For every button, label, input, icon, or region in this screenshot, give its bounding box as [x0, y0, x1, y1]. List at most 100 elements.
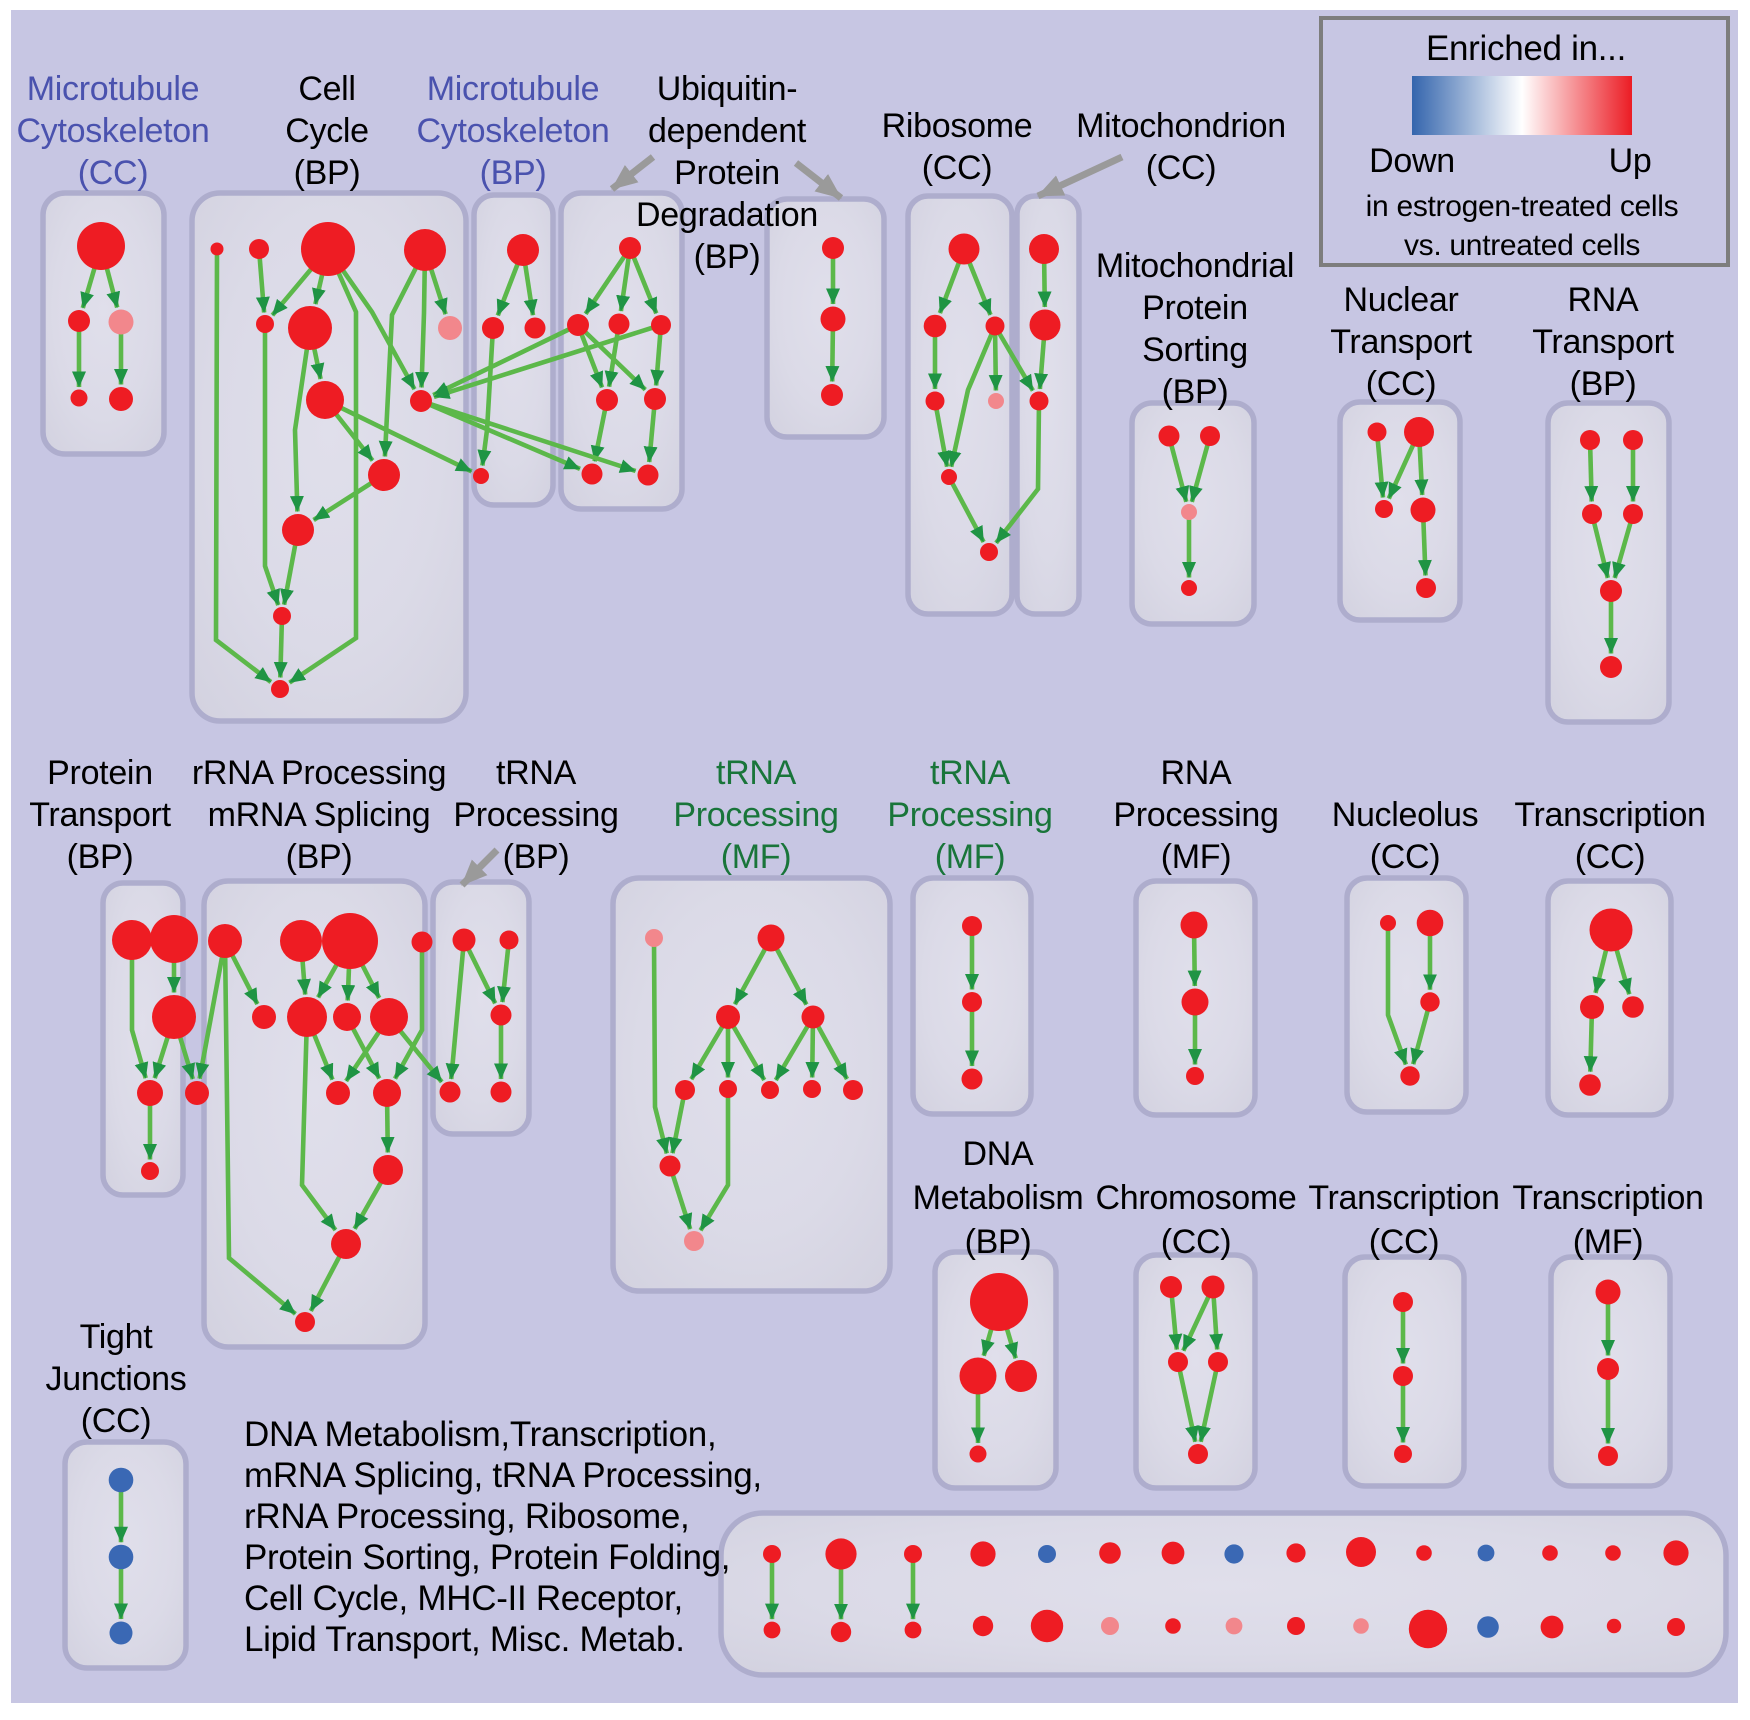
edge-trna_mf_big-r2-pkbot: [698, 1089, 731, 1232]
cluster-label-pt_bp-line3: (BP): [67, 838, 134, 876]
node-rna_t-tr: [1623, 430, 1643, 450]
node-ubiq1-l: [567, 314, 589, 336]
cluster-box-nucleolus: [1344, 875, 1469, 1115]
legend-gradient-bar: [1412, 76, 1632, 135]
node-ribosome-ll: [925, 391, 945, 411]
edge-trna_mf_big-mr-r3: [773, 1015, 815, 1082]
node-ubiq2-bot: [821, 384, 843, 406]
node-dna_met-top: [970, 1273, 1028, 1331]
node-tr_mf-bot: [1598, 1446, 1618, 1466]
cluster-label-tight-line1: Tight: [80, 1318, 154, 1356]
node-pt_bp-f: [141, 1162, 159, 1180]
edge-ubiq1-l-ml: [575, 324, 605, 389]
node-ribosome-l: [923, 314, 947, 338]
cluster-label-cell_cycle-line3: (BP): [294, 154, 361, 192]
node-rrna-tl: [208, 924, 242, 958]
cross-edge-cell_cycle-I-ubiq1-bl: [420, 398, 581, 472]
cluster-label-dna_met-line3: (BP): [965, 1223, 1032, 1261]
legend-box: [1319, 16, 1730, 267]
edge-rrna-mb-low2: [299, 1016, 338, 1232]
node-tr_mf-mid: [1597, 1358, 1619, 1380]
cross-edge-cell_cycle-H-mc_bp-d: [323, 397, 473, 474]
node-cell_cycle-M: [271, 680, 289, 698]
cluster-label-cell_cycle-line1: Cell: [298, 70, 355, 108]
cluster-label-rrna-line1: rRNA Processing: [192, 754, 446, 792]
cluster-label-trna_mf_big-line2: Processing: [673, 796, 838, 834]
edge-ubiq1-l-rl: [576, 323, 647, 392]
node-pt_bp-b: [150, 915, 198, 963]
node-ubiq1-top: [619, 237, 641, 259]
cluster-label-ubiq-line1: Ubiquitin-: [657, 70, 798, 108]
node-mc_cc-b: [68, 310, 90, 332]
node-trna_mf_big-r1: [675, 1080, 695, 1100]
node-trna_bp-lr: [490, 1081, 512, 1103]
node-rrna-lr: [373, 1079, 401, 1107]
cluster-label-trna_mf_big-line3: (MF): [721, 838, 792, 876]
legend-title: Enriched in...: [1426, 29, 1626, 68]
legend-subtitle-1: in estrogen-treated cells: [1366, 190, 1679, 223]
cluster-box-mc_bp: [471, 192, 556, 508]
edge-chromosome-tr-ml: [1181, 1286, 1216, 1352]
node-pt_bp-e: [185, 1081, 209, 1105]
edge-trna_mf_big-ml-r1: [689, 1015, 730, 1081]
node-mc_bp-c: [524, 317, 546, 339]
node-trna_mf_small-top: [962, 916, 982, 936]
node-bottom_long-t10: [1346, 1537, 1376, 1567]
cluster-label-trna_mf_sm-line3: (MF): [935, 838, 1006, 876]
cluster-label-tr_cc_mid-line1: Transcription: [1514, 796, 1705, 834]
node-ubiq1-m: [608, 313, 630, 335]
cluster-label-rna_p_mf-line2: Processing: [1113, 796, 1278, 834]
cluster-labels: Microtubule Cytoskeleton (CC) Cell Cycle (BP)…: [17, 70, 1706, 1440]
node-rrna-low: [373, 1155, 403, 1185]
edge-ribosome-s-bot: [946, 475, 986, 543]
cluster-box-trna_mf_big: [610, 875, 893, 1294]
cluster-label-trna_bp-line1: tRNA: [496, 754, 577, 792]
cluster-label-mito-line2: (CC): [1146, 149, 1217, 187]
node-bottom_long-b11: [1408, 1609, 1448, 1649]
node-nucleolus-tr: [1416, 909, 1444, 937]
node-trna_mf_small-mid: [962, 992, 982, 1012]
cluster-label-tr_cc_bot-line2: (CC): [1369, 1223, 1440, 1261]
node-cell_cycle-H: [306, 381, 344, 419]
node-bottom_long-t5: [1038, 1545, 1056, 1563]
edge-trna_mf_big-low-pkbot: [667, 1165, 693, 1230]
node-rrna-bot: [295, 1312, 315, 1332]
node-trna_mf_big-ml: [716, 1005, 740, 1029]
node-chromosome-tr: [1201, 1275, 1225, 1299]
cluster-label-rna_p_mf-line1: RNA: [1161, 754, 1233, 792]
node-mito-mid: [1029, 309, 1061, 341]
edge-nucleolus-tl-bot: [1385, 923, 1409, 1066]
cluster-label-trna_mf_sm-line2: Processing: [887, 796, 1052, 834]
node-tight-top: [108, 1467, 134, 1493]
node-nt_cc-tr: [1404, 417, 1434, 447]
cluster-label-mc_bp-line1: Microtubule: [427, 70, 599, 108]
node-rna_p_mf-top: [1180, 911, 1208, 939]
node-mc_bp-a: [507, 234, 539, 266]
node-bottom_long-t9: [1286, 1543, 1306, 1563]
cross-edge-ribosome-m-mito-low: [993, 324, 1035, 392]
cluster-label-chromosome-line2: (CC): [1161, 1223, 1232, 1261]
legend: Enriched in... Down Up in estrogen-treated …: [1319, 16, 1730, 267]
node-trna_mf_big-low: [659, 1155, 681, 1177]
cluster-box-nt_cc: [1337, 399, 1463, 623]
edge-cell_cycle-D-I: [415, 249, 430, 388]
node-cell_cycle-I: [410, 390, 432, 412]
node-rna_t-ml: [1582, 504, 1602, 524]
node-mito-top: [1029, 234, 1059, 264]
node-cell_cycle-F: [288, 306, 332, 350]
caption-line-4: Protein Sorting, Protein Folding,: [244, 1538, 730, 1577]
cluster-label-mc_cc-line3: (CC): [78, 154, 149, 192]
node-bottom_long-t1: [763, 1545, 781, 1563]
node-bottom_long-b12: [1477, 1616, 1499, 1638]
edge-chromosome-ml-bot: [1175, 1361, 1199, 1443]
node-mps-pk: [1181, 504, 1197, 520]
cluster-label-trna_bp-line3: (BP): [503, 838, 570, 876]
cluster-label-rna_t-line2: Transport: [1532, 323, 1674, 361]
caption-line-1: DNA Metabolism,Transcription,: [244, 1415, 716, 1454]
cross-edge-cell_cycle-I-ubiq1-br: [420, 398, 637, 474]
edge-ribosome-ll-s: [932, 400, 952, 468]
node-mc_bp-b: [482, 317, 504, 339]
node-bottom_long-b2: [830, 1621, 852, 1643]
edge-cell_cycle-D-J: [378, 248, 428, 457]
